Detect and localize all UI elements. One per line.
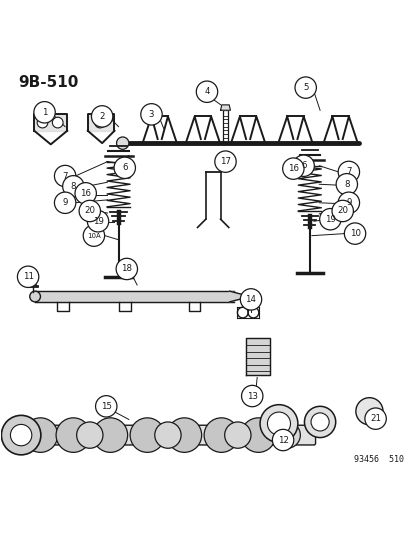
Circle shape (335, 174, 357, 195)
Circle shape (83, 225, 104, 246)
Circle shape (62, 175, 84, 197)
Circle shape (204, 418, 238, 453)
Text: 9: 9 (345, 198, 351, 207)
Circle shape (240, 289, 261, 310)
Text: 21: 21 (369, 414, 380, 423)
Circle shape (91, 106, 113, 127)
Circle shape (17, 266, 39, 287)
Polygon shape (34, 115, 67, 131)
Text: 10: 10 (349, 229, 360, 238)
Circle shape (75, 183, 96, 204)
Circle shape (95, 395, 116, 417)
Circle shape (196, 81, 217, 102)
Circle shape (331, 200, 353, 222)
FancyBboxPatch shape (16, 425, 315, 445)
Circle shape (272, 430, 293, 451)
Circle shape (30, 291, 40, 302)
Circle shape (267, 412, 290, 435)
Circle shape (116, 259, 137, 280)
Text: 16: 16 (287, 164, 298, 173)
Circle shape (259, 405, 297, 442)
Text: 16: 16 (80, 189, 91, 198)
Circle shape (337, 161, 359, 183)
Text: 13: 13 (246, 392, 257, 400)
Text: 20: 20 (84, 206, 95, 215)
Circle shape (87, 211, 109, 232)
Circle shape (52, 117, 63, 128)
Text: 14: 14 (245, 295, 256, 304)
Text: 19: 19 (93, 217, 103, 226)
Circle shape (11, 422, 37, 448)
Text: 19: 19 (324, 215, 335, 224)
Circle shape (56, 418, 90, 453)
Text: 15: 15 (100, 402, 112, 411)
Circle shape (241, 385, 262, 407)
Text: 8: 8 (343, 180, 349, 189)
Circle shape (214, 151, 236, 172)
Text: 11: 11 (23, 272, 33, 281)
Circle shape (344, 223, 365, 244)
Circle shape (79, 200, 100, 222)
Text: 10A: 10A (87, 233, 100, 239)
Circle shape (364, 408, 385, 430)
Circle shape (93, 418, 127, 453)
Polygon shape (246, 337, 270, 375)
Polygon shape (88, 115, 114, 131)
Circle shape (310, 413, 328, 431)
Circle shape (140, 103, 162, 125)
Polygon shape (229, 291, 241, 302)
Text: 8: 8 (71, 182, 76, 191)
Text: 1: 1 (42, 108, 47, 117)
Circle shape (240, 418, 275, 453)
Circle shape (34, 102, 55, 123)
Circle shape (292, 155, 313, 176)
Circle shape (167, 418, 201, 453)
Circle shape (37, 117, 48, 128)
Circle shape (116, 137, 128, 149)
Circle shape (273, 422, 299, 448)
Text: 5: 5 (302, 83, 308, 92)
Circle shape (76, 422, 103, 448)
Text: 6: 6 (300, 161, 306, 170)
Text: 20: 20 (337, 206, 347, 215)
Polygon shape (220, 105, 230, 110)
Circle shape (282, 158, 303, 179)
Text: 2: 2 (99, 112, 104, 121)
Text: 17: 17 (219, 157, 230, 166)
Text: 9: 9 (62, 198, 68, 207)
Circle shape (23, 418, 57, 453)
Text: 7: 7 (345, 167, 351, 176)
Text: 9B-510: 9B-510 (18, 75, 78, 90)
Circle shape (319, 208, 340, 230)
Circle shape (1, 415, 41, 455)
Circle shape (224, 422, 250, 448)
Text: 3: 3 (148, 110, 154, 119)
Circle shape (130, 418, 164, 453)
Circle shape (10, 424, 32, 446)
Circle shape (95, 117, 105, 128)
Text: 93456  510: 93456 510 (354, 455, 404, 464)
Text: 4: 4 (204, 87, 209, 96)
Polygon shape (35, 291, 233, 302)
Circle shape (355, 398, 382, 425)
Circle shape (54, 165, 76, 187)
Text: 6: 6 (122, 163, 127, 172)
Circle shape (114, 157, 135, 179)
Circle shape (154, 422, 180, 448)
Text: 18: 18 (121, 264, 132, 273)
Circle shape (304, 406, 335, 438)
Circle shape (294, 77, 316, 98)
Text: 7: 7 (62, 172, 68, 181)
Circle shape (337, 192, 359, 213)
Circle shape (54, 192, 76, 213)
Text: 12: 12 (277, 435, 288, 445)
